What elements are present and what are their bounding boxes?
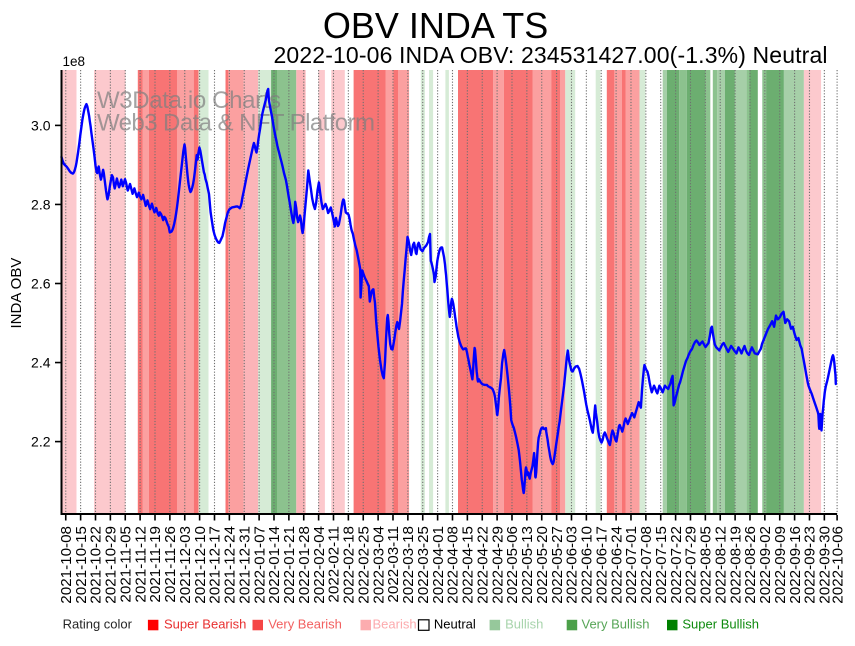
svg-text:2022-01-28: 2022-01-28 [296,526,313,604]
svg-text:2022-08-12: 2022-08-12 [712,526,729,604]
svg-text:2022-03-11: 2022-03-11 [385,526,402,603]
svg-text:2021-12-03: 2021-12-03 [177,526,194,604]
svg-text:2021-12-17: 2021-12-17 [207,526,224,604]
svg-text:Bullish: Bullish [505,617,543,632]
svg-text:2022-02-18: 2022-02-18 [341,526,358,604]
svg-text:2021-11-05: 2021-11-05 [117,526,134,603]
svg-text:2.8: 2.8 [31,196,51,212]
svg-text:2022-09-09: 2022-09-09 [772,526,789,604]
svg-text:Super Bullish: Super Bullish [682,617,759,632]
svg-text:2022-01-21: 2022-01-21 [281,526,298,604]
svg-text:2022-05-13: 2022-05-13 [519,526,536,604]
svg-text:2022-03-04: 2022-03-04 [370,526,387,604]
svg-text:3.0: 3.0 [31,117,51,133]
svg-text:2021-12-10: 2021-12-10 [192,526,209,604]
svg-text:2022-09-30: 2022-09-30 [817,526,834,604]
svg-text:2021-11-19: 2021-11-19 [147,526,164,603]
svg-text:2022-06-17: 2022-06-17 [593,526,610,604]
svg-text:2022-04-29: 2022-04-29 [489,526,506,604]
svg-text:Web3 Data & NFT Platform: Web3 Data & NFT Platform [97,110,375,137]
svg-text:2022-02-25: 2022-02-25 [355,526,372,604]
svg-text:2021-10-22: 2021-10-22 [88,526,105,604]
svg-text:2022-07-01: 2022-07-01 [623,526,640,604]
svg-text:W3Data.io Charts: W3Data.io Charts [97,87,281,114]
svg-text:2022-06-03: 2022-06-03 [564,526,581,604]
svg-text:OBV INDA TS: OBV INDA TS [323,5,548,46]
svg-text:2022-05-06: 2022-05-06 [504,526,521,604]
svg-text:Rating color: Rating color [63,617,133,632]
svg-text:2022-06-24: 2022-06-24 [608,526,625,604]
svg-text:Bearish: Bearish [373,617,417,632]
svg-text:Super Bearish: Super Bearish [164,617,246,632]
svg-text:2.4: 2.4 [31,355,51,371]
svg-text:2021-10-15: 2021-10-15 [73,526,90,604]
svg-text:Very Bearish: Very Bearish [268,617,342,632]
svg-text:2022-08-19: 2022-08-19 [727,526,744,604]
svg-text:2022-02-04: 2022-02-04 [311,526,328,604]
svg-text:2021-10-29: 2021-10-29 [103,526,120,604]
svg-text:2022-08-26: 2022-08-26 [742,526,759,604]
svg-text:2.6: 2.6 [31,276,51,292]
svg-text:2022-10-06 INDA OBV: 234531427: 2022-10-06 INDA OBV: 234531427.00(-1.3%)… [274,42,828,68]
svg-text:2022-02-11: 2022-02-11 [326,526,343,603]
svg-text:2022-04-08: 2022-04-08 [445,526,462,604]
svg-text:2021-12-24: 2021-12-24 [222,526,239,604]
svg-text:2021-11-12: 2021-11-12 [132,526,149,603]
svg-text:2022-09-16: 2022-09-16 [787,526,804,604]
svg-text:Very Bullish: Very Bullish [582,617,650,632]
svg-text:2022-07-15: 2022-07-15 [653,526,670,604]
svg-text:2022-09-23: 2022-09-23 [802,526,819,604]
svg-text:2022-09-02: 2022-09-02 [757,526,774,604]
svg-text:2022-05-27: 2022-05-27 [549,526,566,604]
svg-text:2022-04-01: 2022-04-01 [430,526,447,604]
svg-text:2022-01-14: 2022-01-14 [266,526,283,604]
svg-text:Neutral: Neutral [434,617,476,632]
svg-text:2021-10-08: 2021-10-08 [58,526,75,604]
svg-text:2021-12-31: 2021-12-31 [236,526,253,604]
svg-text:2022-07-29: 2022-07-29 [683,526,700,604]
svg-text:2022-04-15: 2022-04-15 [460,526,477,604]
svg-text:INDA OBV: INDA OBV [8,258,25,329]
svg-text:2022-04-22: 2022-04-22 [474,526,491,604]
svg-text:2022-05-20: 2022-05-20 [534,526,551,604]
svg-text:1e8: 1e8 [63,54,86,69]
svg-text:2022-07-22: 2022-07-22 [668,526,685,604]
svg-text:2022-10-06: 2022-10-06 [829,526,846,604]
svg-text:2022-03-18: 2022-03-18 [400,526,417,604]
svg-text:2022-08-05: 2022-08-05 [698,526,715,604]
svg-text:2022-01-07: 2022-01-07 [251,526,268,604]
svg-text:2.2: 2.2 [31,434,51,450]
svg-text:2021-11-26: 2021-11-26 [162,526,179,603]
svg-text:2022-03-25: 2022-03-25 [415,526,432,604]
svg-text:2022-06-10: 2022-06-10 [579,526,596,604]
svg-text:2022-07-08: 2022-07-08 [638,526,655,604]
